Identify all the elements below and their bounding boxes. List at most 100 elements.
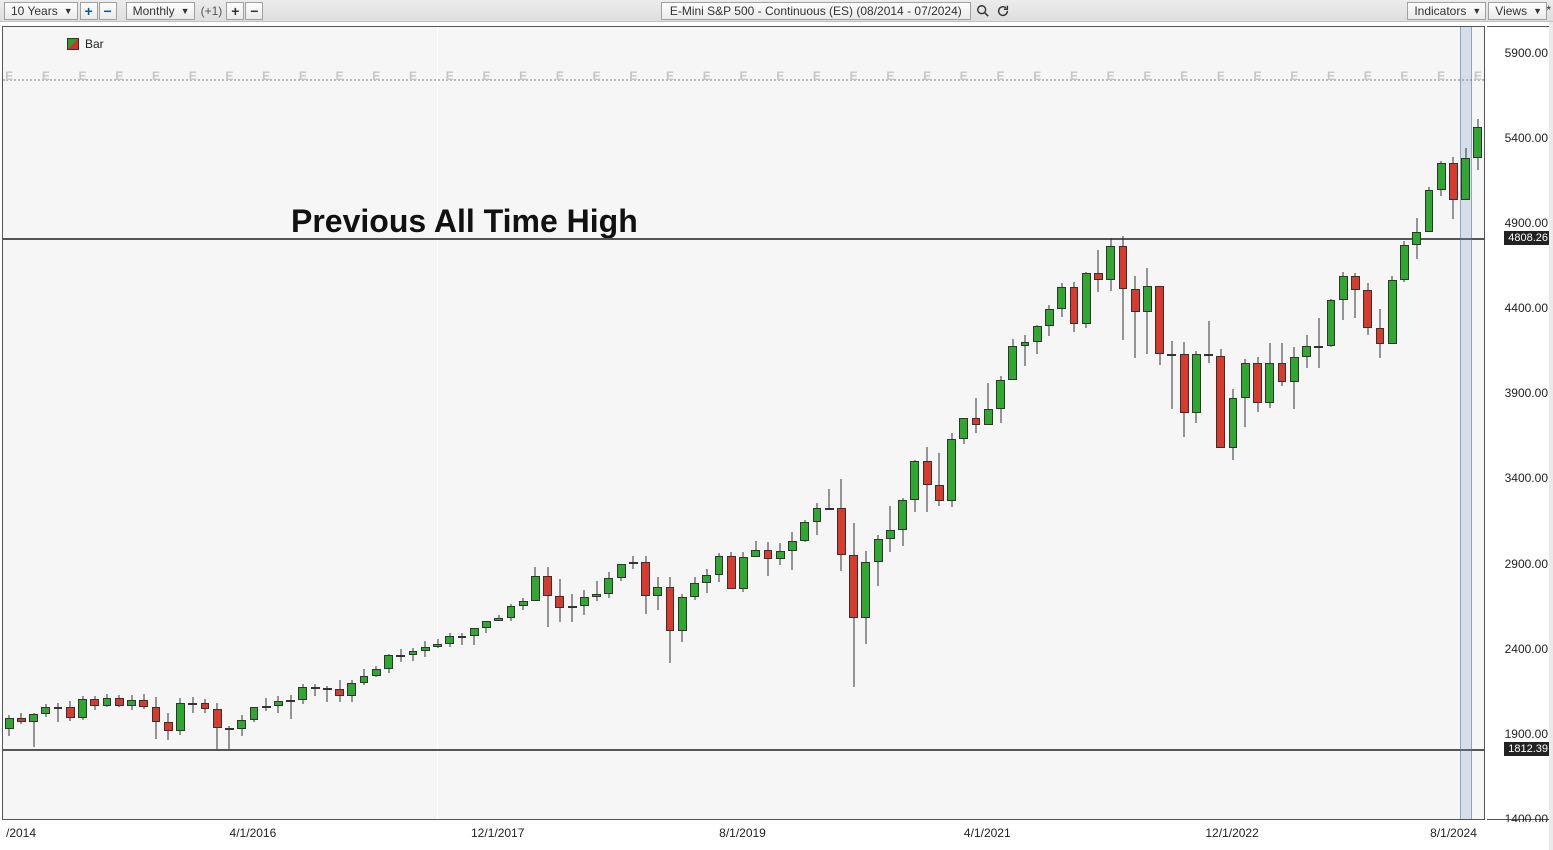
candle[interactable] [1339,27,1348,819]
candle[interactable] [1143,27,1152,819]
candle[interactable] [384,27,393,819]
candle[interactable] [996,27,1005,819]
search-icon[interactable] [975,3,991,19]
candle[interactable] [1425,27,1434,819]
candle[interactable] [201,27,210,819]
candle[interactable] [433,27,442,819]
candle[interactable] [115,27,124,819]
candle[interactable] [90,27,99,819]
candle[interactable] [1021,27,1030,819]
candle[interactable] [666,27,675,819]
candle[interactable] [849,27,858,819]
candle[interactable] [568,27,577,819]
range-minus-button[interactable]: − [99,2,117,20]
candle[interactable] [494,27,503,819]
candle[interactable] [1229,27,1238,819]
candle[interactable] [139,27,148,819]
candle[interactable] [1167,27,1176,819]
candle[interactable] [959,27,968,819]
candle[interactable] [972,27,981,819]
candle[interactable] [1131,27,1140,819]
candle[interactable] [715,27,724,819]
candle[interactable] [751,27,760,819]
candle[interactable] [41,27,50,819]
candle[interactable] [947,27,956,819]
offset-plus-button[interactable]: + [226,2,244,20]
candle[interactable] [580,27,589,819]
candle[interactable] [776,27,785,819]
candle[interactable] [470,27,479,819]
candle[interactable] [1033,27,1042,819]
range-plus-button[interactable]: + [80,2,98,20]
candle[interactable] [237,27,246,819]
candle[interactable] [825,27,834,819]
candle[interactable] [17,27,26,819]
candle[interactable] [347,27,356,819]
candle[interactable] [1473,27,1482,819]
candle[interactable] [935,27,944,819]
chart-plot[interactable]: Bar Previous All Time High EEEEEEEEEEEEE… [2,26,1485,820]
candle[interactable] [861,27,870,819]
candle[interactable] [311,27,320,819]
candle[interactable] [1400,27,1409,819]
candle[interactable] [1388,27,1397,819]
candle[interactable] [874,27,883,819]
candle[interactable] [1241,27,1250,819]
candle[interactable] [1449,27,1458,819]
candle[interactable] [702,27,711,819]
candle[interactable] [482,27,491,819]
candle[interactable] [396,27,405,819]
candle[interactable] [739,27,748,819]
candle[interactable] [1057,27,1066,819]
candle[interactable] [262,27,271,819]
candle[interactable] [1082,27,1091,819]
candle[interactable] [1290,27,1299,819]
candle[interactable] [372,27,381,819]
candle[interactable] [188,27,197,819]
candle[interactable] [1008,27,1017,819]
candle[interactable] [5,27,14,819]
candle[interactable] [543,27,552,819]
views-select[interactable]: Views ▼ [1488,2,1547,20]
candle[interactable] [727,27,736,819]
candle[interactable] [555,27,564,819]
refresh-icon[interactable] [995,3,1011,19]
candle[interactable] [531,27,540,819]
candle[interactable] [1376,27,1385,819]
candle[interactable] [617,27,626,819]
candle[interactable] [1314,27,1323,819]
candle[interactable] [910,27,919,819]
candle[interactable] [678,27,687,819]
range-select[interactable]: 10 Years ▼ [4,2,78,20]
candle[interactable] [274,27,283,819]
candle[interactable] [653,27,662,819]
candle[interactable] [923,27,932,819]
candle[interactable] [519,27,528,819]
chart-title-box[interactable]: E-Mini S&P 500 - Continuous (ES) (08/201… [661,2,971,20]
candle[interactable] [458,27,467,819]
candle[interactable] [78,27,87,819]
candle[interactable] [764,27,773,819]
candle[interactable] [1437,27,1446,819]
candle[interactable] [29,27,38,819]
candle[interactable] [1327,27,1336,819]
candle[interactable] [629,27,638,819]
candle[interactable] [788,27,797,819]
candle[interactable] [1412,27,1421,819]
candle[interactable] [837,27,846,819]
candle[interactable] [1351,27,1360,819]
candle[interactable] [127,27,136,819]
y-axis[interactable]: 1400.001900.002400.002900.003400.003900.… [1487,26,1553,820]
candle[interactable] [1094,27,1103,819]
candle[interactable] [984,27,993,819]
candle[interactable] [604,27,613,819]
candle[interactable] [360,27,369,819]
candle[interactable] [1106,27,1115,819]
candle[interactable] [507,27,516,819]
offset-minus-button[interactable]: − [245,2,263,20]
candle[interactable] [1278,27,1287,819]
candle[interactable] [592,27,601,819]
interval-select[interactable]: Monthly ▼ [126,2,195,20]
candle[interactable] [1155,27,1164,819]
candle[interactable] [164,27,173,819]
